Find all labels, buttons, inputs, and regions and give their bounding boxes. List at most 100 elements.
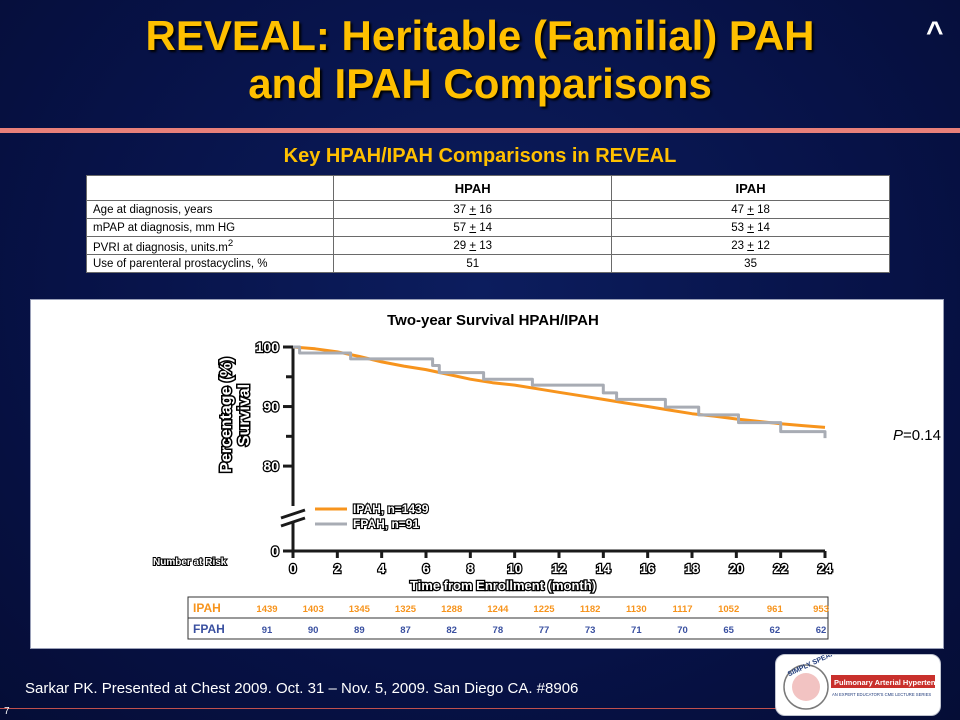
- risk-row-label: FPAH: [193, 622, 225, 636]
- risk-cell: 1244: [487, 604, 509, 615]
- p-value-number: =0.14: [903, 427, 941, 444]
- risk-cell: 62: [816, 625, 827, 636]
- slide-number: 7: [4, 706, 10, 717]
- comparison-header-row: HPAH IPAH: [85, 175, 890, 201]
- risk-cell: 82: [446, 625, 457, 636]
- ipah-value: 47 + 18: [611, 200, 890, 219]
- x-tick-label: 0: [289, 561, 296, 576]
- x-tick-label: 4: [378, 561, 386, 576]
- header-hpah: HPAH: [333, 175, 613, 201]
- y-axis-label-line2: Survival: [236, 384, 253, 446]
- y-tick-label: 0: [271, 543, 279, 559]
- risk-cell: 78: [493, 625, 504, 636]
- risk-row-label: IPAH: [193, 601, 221, 615]
- series-layer: [292, 345, 827, 439]
- header-ipah: IPAH: [611, 175, 890, 201]
- series-line-fpah: [293, 345, 827, 439]
- table-row: mPAP at diagnosis, mm HG 57 + 14 53 + 14: [85, 218, 890, 237]
- risk-cell: 91: [262, 625, 273, 636]
- risk-cell: 1117: [672, 604, 692, 615]
- risk-cell: 89: [354, 625, 365, 636]
- table-row: Use of parenteral prostacyclins, % 51 35: [85, 254, 890, 273]
- ipah-value: 53 + 14: [611, 218, 890, 237]
- series-line-ipah: [292, 345, 826, 429]
- hpah-value: 29 + 13: [333, 236, 613, 255]
- footer-divider: [0, 708, 780, 709]
- risk-cell: 1130: [626, 604, 647, 615]
- logo-title-bar: [831, 675, 935, 688]
- survival-chart: Two-year Survival HPAH/IPAH Percentage (…: [152, 312, 941, 640]
- risk-table-caption: Number at Risk: [153, 557, 227, 568]
- y-axis-break-mark: [280, 508, 306, 520]
- simply-speaking-logo: SIMPLY SPEAKING Pulmonary Arterial Hyper…: [775, 645, 951, 716]
- risk-cell: 1182: [580, 604, 601, 615]
- table-row: Age at diagnosis, years 37 + 16 47 + 18: [85, 200, 890, 219]
- slide-title-line2: and IPAH Comparisons: [248, 60, 712, 107]
- chart-title: Two-year Survival HPAH/IPAH: [387, 312, 599, 329]
- risk-cell: 1345: [349, 604, 371, 615]
- citation: Sarkar PK. Presented at Chest 2009. Oct.…: [25, 680, 579, 697]
- legend-label: IPAH, n=1439: [353, 502, 429, 516]
- y-axis-label-line1: Percentage (%): [218, 357, 235, 473]
- logo-text-sub: AN EXPERT EDUCATOR'S CME LECTURE SERIES: [832, 692, 931, 697]
- ipah-value: 35: [611, 254, 890, 273]
- x-tick-label: 18: [685, 561, 699, 576]
- row-label: Age at diagnosis, years: [85, 200, 335, 219]
- risk-cell: 1325: [395, 604, 417, 615]
- risk-cell: 953: [813, 604, 829, 615]
- row-label: PVRI at diagnosis, units.m2: [85, 236, 335, 255]
- slide-title-line1: REVEAL: Heritable (Familial) PAH: [145, 12, 815, 59]
- y-tick-label: 90: [263, 399, 279, 415]
- logo-text-title: Pulmonary Arterial Hypertension: [834, 678, 940, 687]
- risk-cell: 90: [308, 625, 319, 636]
- y-axis-label: Percentage (%) Survival: [217, 356, 255, 475]
- p-value-annotation: P=0.14: [893, 427, 941, 444]
- x-tick-label: 14: [596, 561, 611, 576]
- x-tick-label: 8: [467, 561, 474, 576]
- x-tick-label: 10: [507, 561, 521, 576]
- risk-cell: 87: [400, 625, 411, 636]
- caret-icon[interactable]: ^: [926, 16, 944, 49]
- risk-cell: 73: [585, 625, 596, 636]
- risk-cell: 62: [770, 625, 781, 636]
- table-subtitle: Key HPAH/IPAH Comparisons in REVEAL: [283, 145, 677, 167]
- y-tick-label: 80: [263, 458, 279, 474]
- risk-cell: 961: [767, 604, 784, 615]
- x-tick-label: 16: [640, 561, 654, 576]
- risk-cell: 1225: [533, 604, 555, 615]
- risk-cell: 65: [723, 625, 734, 636]
- x-tick-label: 22: [773, 561, 787, 576]
- hpah-value: 57 + 14: [333, 218, 613, 237]
- row-label: mPAP at diagnosis, mm HG: [85, 218, 335, 237]
- x-tick-label: 6: [422, 561, 429, 576]
- row-label: Use of parenteral prostacyclins, %: [85, 254, 335, 273]
- risk-cell: 77: [539, 625, 550, 636]
- header-empty: [85, 175, 335, 201]
- risk-cell: 70: [677, 625, 688, 636]
- risk-cell: 1052: [718, 604, 739, 615]
- x-tick-label: 20: [729, 561, 743, 576]
- risk-cell: 1403: [303, 604, 324, 615]
- x-tick-label: 24: [818, 561, 833, 576]
- p-value-label: P: [893, 427, 903, 444]
- slide-title: REVEAL: Heritable (Familial) PAH and IPA…: [40, 12, 920, 108]
- ipah-value: 23 + 12: [611, 236, 890, 255]
- comparison-table: HPAH IPAH Age at diagnosis, years 37 + 1…: [85, 175, 890, 273]
- logo-graphic: SIMPLY SPEAKING Pulmonary Arterial Hyper…: [783, 645, 951, 710]
- risk-cell: 71: [631, 625, 642, 636]
- risk-cell: 1288: [441, 604, 462, 615]
- risk-cell: 1439: [256, 604, 277, 615]
- logo-badge: [783, 664, 829, 710]
- risk-table: IPAH 1439 1403 1345 1325 1288 1244 1225 1182 1130…: [187, 596, 829, 640]
- y-tick-label: 100: [256, 339, 280, 355]
- y-axis-break-mark: [280, 516, 306, 528]
- table-row: PVRI at diagnosis, units.m2 29 + 13 23 +…: [85, 236, 890, 255]
- hpah-value: 51: [333, 254, 613, 273]
- logo-lungs-icon: [792, 673, 820, 701]
- hpah-value: 37 + 16: [333, 200, 613, 219]
- x-axis-label: Time from Enrollment (month): [410, 578, 596, 593]
- survival-chart-panel: Two-year Survival HPAH/IPAH Percentage (…: [30, 299, 944, 649]
- x-tick-label: 12: [552, 561, 566, 576]
- x-tick-label: 2: [334, 561, 341, 576]
